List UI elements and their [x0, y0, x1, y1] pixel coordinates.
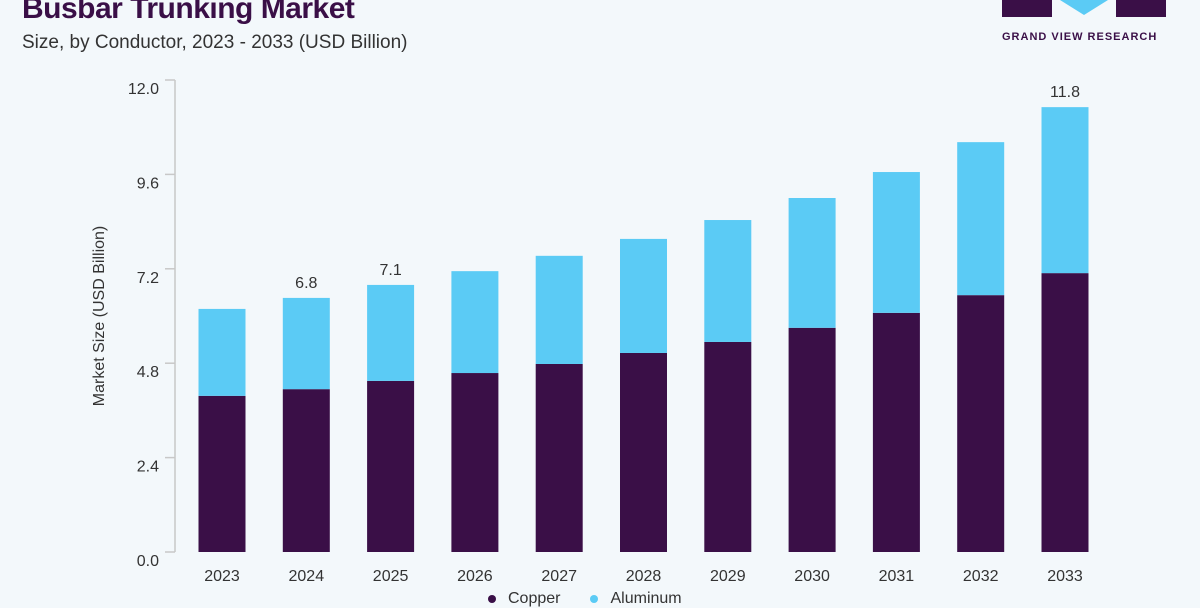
bar-aluminum-2027: [535, 255, 583, 364]
y-tick-label: 12.0: [128, 81, 159, 98]
grand-view-research-logo: [1002, 0, 1166, 17]
y-tick-label: 7.2: [137, 270, 159, 287]
legend-swatch-aluminum: [590, 594, 599, 603]
y-tick-label: 2.4: [137, 459, 159, 476]
y-tick-label: 9.6: [137, 175, 159, 192]
bar-aluminum-2025: [367, 284, 415, 381]
x-tick-label: 2029: [710, 568, 746, 585]
y-axis-label: Market Size (USD Billion): [91, 226, 108, 406]
legend-swatch-copper: [488, 594, 496, 603]
chart-subtitle: Size, by Conductor, 2023 - 2033 (USD Bil…: [22, 32, 408, 53]
x-tick-label: 2025: [373, 568, 409, 585]
x-tick-label: 2031: [879, 568, 915, 585]
x-tick-label: 2028: [626, 568, 662, 585]
x-tick-label: 2030: [794, 568, 830, 585]
bar-copper-2026: [451, 373, 499, 552]
x-tick-label: 2027: [541, 568, 577, 585]
legend-item-copper: Copper: [488, 590, 560, 608]
bar-copper-2029: [704, 341, 752, 552]
x-tick-label: 2023: [204, 568, 240, 585]
x-tick-label: 2024: [289, 568, 325, 585]
y-tick-label: 4.8: [137, 364, 159, 381]
bar-aluminum-2031: [872, 172, 920, 313]
bar-aluminum-2032: [957, 142, 1005, 296]
bar-aluminum-2024: [282, 297, 330, 390]
bar-copper-2030: [788, 327, 836, 552]
bar-copper-2024: [282, 389, 330, 552]
bar-copper-2023: [198, 395, 246, 552]
legend-label-aluminum: Aluminum: [610, 590, 682, 607]
bar-aluminum-2033: [1041, 107, 1089, 274]
bar-aluminum-2029: [704, 220, 752, 342]
bar-aluminum-2030: [788, 198, 836, 328]
data-label-2024: 6.8: [295, 275, 317, 292]
legend: Copper Aluminum: [488, 590, 682, 608]
bar-copper-2027: [535, 363, 583, 552]
x-tick-label: 2032: [963, 568, 999, 585]
bar-copper-2025: [367, 380, 415, 552]
legend-item-aluminum: Aluminum: [590, 590, 682, 608]
bar-aluminum-2023: [198, 308, 246, 396]
bar-copper-2031: [872, 312, 920, 552]
x-tick-label: 2026: [457, 568, 493, 585]
bar-copper-2032: [957, 295, 1005, 552]
bar-aluminum-2026: [451, 271, 499, 374]
bar-copper-2028: [620, 352, 667, 552]
chart-title: Busbar Trunking Market: [22, 0, 355, 25]
bar-aluminum-2028: [620, 238, 667, 353]
data-label-2025: 7.1: [379, 262, 401, 279]
x-tick-label: 2033: [1047, 568, 1083, 585]
data-label-2033: 11.8: [1050, 84, 1080, 101]
logo-text: GRAND VIEW RESEARCH: [1002, 31, 1158, 43]
y-tick-label: 0.0: [137, 553, 159, 570]
bar-copper-2033: [1041, 273, 1089, 552]
legend-label-copper: Copper: [508, 590, 561, 607]
